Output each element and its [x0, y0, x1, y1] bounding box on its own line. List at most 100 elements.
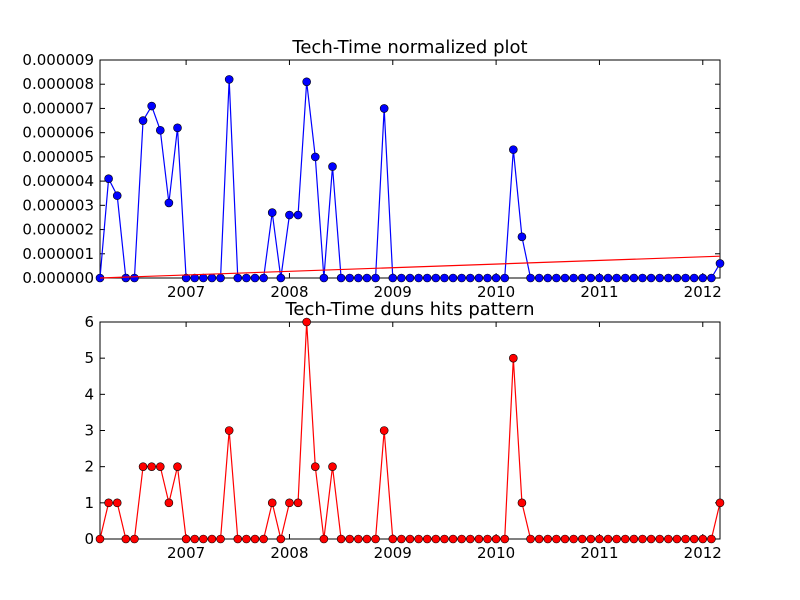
y-tick-label: 3: [84, 422, 94, 440]
data-point-top: [121, 273, 131, 283]
data-point-top: [302, 77, 311, 87]
data-point-bottom: [285, 498, 294, 508]
data-point-top: [155, 125, 165, 135]
x-tick-label: 2010: [477, 283, 515, 301]
data-point-top: [560, 273, 570, 283]
data-point-top: [483, 273, 492, 283]
data-point-bottom: [715, 498, 725, 508]
data-point-top: [595, 273, 604, 283]
data-point-top: [190, 273, 200, 283]
data-point-bottom: [121, 534, 131, 544]
data-point-top: [362, 273, 372, 283]
y-tick-label: 0.000004: [22, 172, 94, 190]
marks-bottom: [95, 317, 725, 544]
data-point-bottom: [181, 534, 191, 544]
data-point-top: [319, 273, 329, 283]
data-point-bottom: [448, 534, 458, 544]
data-point-bottom: [422, 534, 432, 544]
data-point-top: [715, 259, 725, 268]
y-tick-label: 4: [84, 385, 94, 403]
y-tick-label: 0.000008: [22, 75, 94, 93]
data-point-top: [500, 273, 510, 283]
data-point-top: [448, 273, 458, 283]
data-point-bottom: [328, 462, 337, 471]
data-point-top: [603, 273, 613, 283]
data-point-top: [259, 273, 268, 283]
data-point-bottom: [224, 426, 234, 435]
y-tick-label: 0.000009: [22, 51, 94, 69]
x-tick-label: 2007: [167, 283, 205, 301]
data-point-bottom: [130, 534, 139, 544]
data-point-bottom: [483, 534, 492, 544]
data-point-bottom: [207, 534, 217, 544]
data-point-top: [629, 273, 639, 283]
data-point-bottom: [569, 534, 578, 544]
data-point-top: [612, 273, 621, 283]
data-point-top: [310, 152, 320, 162]
x-tick-label: 2012: [684, 544, 722, 562]
data-point-top: [440, 273, 449, 283]
data-point-bottom: [319, 534, 329, 544]
data-point-bottom: [689, 534, 699, 544]
chart-title-bottom: Tech-Time duns hits pattern: [285, 299, 535, 320]
data-point-bottom: [173, 462, 182, 471]
data-point-bottom: [500, 534, 510, 544]
data-point-bottom: [509, 353, 518, 363]
data-point-top: [707, 273, 716, 283]
data-point-top: [388, 273, 398, 283]
data-point-bottom: [672, 534, 682, 544]
data-point-bottom: [586, 534, 596, 544]
data-point-bottom: [216, 534, 225, 544]
data-point-top: [354, 273, 363, 283]
data-point-bottom: [620, 534, 630, 544]
data-point-top: [233, 273, 243, 283]
data-point-top: [638, 273, 647, 283]
data-point-bottom: [465, 534, 475, 544]
data-point-bottom: [233, 534, 243, 544]
data-point-top: [138, 116, 148, 125]
data-point-top: [457, 273, 466, 283]
data-point-top: [620, 273, 630, 283]
x-tick-label: 2010: [477, 544, 515, 562]
y-tick-label: 0.000003: [22, 196, 94, 214]
data-point-top: [422, 273, 432, 283]
data-point-bottom: [612, 534, 621, 544]
data-point-bottom: [655, 534, 665, 544]
data-point-top: [552, 273, 561, 283]
data-point-bottom: [543, 534, 553, 544]
data-point-top: [405, 273, 415, 283]
data-point-top: [104, 174, 113, 183]
data-point-bottom: [707, 534, 716, 544]
data-point-bottom: [354, 534, 363, 544]
data-point-bottom: [336, 534, 346, 544]
y-tick-label: 0.000001: [22, 245, 94, 263]
x-tick-label: 2007: [167, 544, 205, 562]
x-tick-label: 2011: [580, 544, 618, 562]
data-point-bottom: [526, 534, 535, 544]
data-point-top: [112, 191, 122, 200]
data-point-top: [534, 273, 544, 283]
data-point-top: [345, 273, 355, 283]
chart-duns-hits: Tech-Time duns hits pattern 0 1 2 3 4 5 6 2007 2…: [84, 299, 725, 562]
data-point-top: [285, 210, 294, 220]
data-point-bottom: [164, 498, 174, 508]
data-point-top: [491, 273, 501, 283]
data-point-top: [414, 273, 423, 283]
data-point-bottom: [242, 534, 251, 544]
data-point-bottom: [646, 534, 656, 544]
data-point-top: [164, 198, 174, 208]
data-point-bottom: [95, 534, 105, 544]
x-tick-label: 2008: [270, 283, 308, 301]
axes-top: 0.000000 0.000001 0.000002 0.000003 0.000004…: [22, 51, 721, 301]
data-point-top: [224, 75, 234, 84]
data-point-top: [543, 273, 553, 283]
data-point-bottom: [293, 498, 303, 508]
y-tick-label: 0.000005: [22, 148, 94, 166]
x-tick-label: 2011: [580, 283, 618, 301]
data-point-bottom: [577, 534, 587, 544]
data-point-top: [267, 208, 277, 217]
data-point-bottom: [379, 426, 389, 435]
data-point-top: [397, 273, 406, 283]
data-point-bottom: [250, 534, 260, 544]
data-point-top: [655, 273, 665, 283]
